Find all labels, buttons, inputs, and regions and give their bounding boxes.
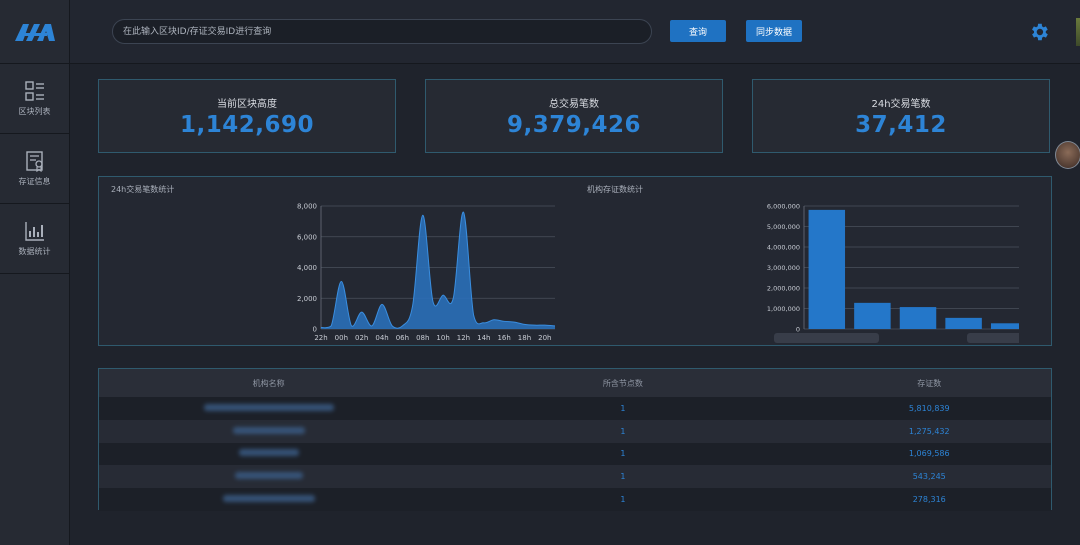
certificate-icon [25, 151, 43, 172]
area-series-line [320, 211, 556, 329]
search-input[interactable] [112, 19, 652, 44]
table-header: 机构名称 所含节点数 存证数 [99, 369, 1051, 397]
x-tick-label: 22h [314, 334, 327, 342]
bar [854, 302, 891, 329]
x-tick-label: 08h [416, 334, 429, 342]
sidebar-item-label: 数据统计 [18, 247, 51, 256]
x-tick-label: 04h [375, 334, 388, 342]
org-name-cell [99, 472, 438, 481]
total-tx-card: 总交易笔数 9,379,426 [425, 79, 723, 153]
avatar[interactable] [1055, 141, 1080, 169]
logo-icon [14, 23, 55, 41]
block-height-card: 当前区块高度 1,142,690 [98, 79, 396, 153]
cert-count-cell: 1,069,586 [908, 449, 950, 459]
charts-panel: 24h交易笔数统计 机构存证数统计 0 2,000 4,000 6,000 8,000 2… [98, 176, 1052, 346]
x-tick-label: 16h [497, 334, 510, 342]
x-tick-label: 20h [538, 334, 551, 342]
col-cert-count: 存证数 [917, 378, 942, 388]
table-row[interactable]: 1 543,245 [99, 465, 1051, 489]
node-count-cell: 1 [620, 426, 626, 436]
bar [945, 317, 982, 329]
sidebar-item-block-list[interactable]: 区块列表 [0, 64, 69, 134]
col-org-name: 机构名称 [252, 378, 285, 388]
y-tick-label: 1,000,000 [767, 305, 800, 313]
y-tick-label: 4,000 [297, 264, 317, 272]
cert-count-cell: 1,275,432 [908, 426, 950, 436]
gear-icon[interactable] [1028, 21, 1050, 43]
area-series-fill [321, 212, 555, 329]
tx-24h-label: 24h交易笔数 [871, 99, 931, 110]
bar [990, 323, 1019, 329]
org-name-cell [99, 449, 438, 458]
node-count-cell: 1 [620, 472, 626, 482]
redacted-org-name [203, 403, 334, 411]
bar [808, 209, 846, 329]
cert-count-cell: 543,245 [912, 472, 946, 482]
redacted-org-name [222, 495, 315, 503]
redacted-org-name [234, 472, 303, 480]
x-tick-label: 18h [518, 334, 531, 342]
block-height-value: 1,142,690 [180, 112, 314, 138]
node-count-cell: 1 [620, 495, 626, 505]
org-name-cell [99, 495, 438, 504]
total-tx-label: 总交易笔数 [549, 99, 599, 110]
y-tick-label: 6,000 [297, 233, 317, 241]
block-list-icon [24, 81, 44, 101]
sidebar-item-statistics[interactable]: 数据统计 [0, 204, 69, 274]
x-tick-label: 10h [436, 334, 449, 342]
bar [899, 307, 937, 329]
y-tick-label: 8,000 [297, 203, 317, 211]
y-tick-label: 3,000,000 [767, 264, 800, 272]
top-header: 查询 同步数据 [70, 0, 1080, 64]
tx-24h-chart-title: 24h交易笔数统计 [111, 185, 175, 194]
y-tick-label: 6,000,000 [767, 203, 800, 211]
col-node-count: 所含节点数 [602, 378, 643, 388]
y-tick-label: 0 [313, 326, 317, 334]
y-tick-label: 4,000,000 [767, 244, 800, 252]
redacted-org-name [232, 426, 305, 434]
redacted-category-labels [967, 333, 1019, 343]
table-row[interactable]: 1 1,275,432 [99, 419, 1051, 443]
node-count-cell: 1 [620, 449, 626, 459]
cert-count-cell: 5,810,839 [908, 403, 950, 413]
sidebar: 区块列表 存证信息 数据统计 [0, 0, 70, 545]
org-cert-chart-title: 机构存证数统计 [587, 185, 643, 194]
x-tick-label: 02h [355, 334, 368, 342]
sidebar-item-label: 存证信息 [18, 177, 51, 186]
x-tick-label: 00h [335, 334, 348, 342]
org-name-cell [99, 403, 438, 413]
table-row[interactable]: 1 1,069,586 [99, 442, 1051, 466]
org-table: 机构名称 所含节点数 存证数 1 5,810,839 1 1,275,432 1 1,06… [98, 368, 1052, 511]
x-tick-label: 14h [477, 334, 490, 342]
redacted-category-labels [774, 333, 879, 343]
redacted-org-name [238, 449, 299, 457]
window-thumbnail [1076, 18, 1080, 46]
query-button[interactable]: 查询 [670, 20, 726, 42]
statistics-icon [24, 222, 44, 241]
tx-24h-card: 24h交易笔数 37,412 [752, 79, 1050, 153]
tx-24h-value: 37,412 [855, 112, 947, 138]
x-tick-label: 12h [457, 334, 470, 342]
y-tick-label: 2,000 [297, 295, 317, 303]
sync-data-button[interactable]: 同步数据 [746, 20, 802, 42]
org-cert-bar-chart: 0 1,000,000 2,000,000 3,000,000 4,000,000 5,0… [767, 203, 1019, 343]
block-height-label: 当前区块高度 [217, 99, 277, 110]
x-tick-label: 06h [396, 334, 409, 342]
org-name-cell [99, 426, 438, 436]
table-row[interactable]: 1 278,316 [99, 488, 1051, 511]
table-row[interactable]: 1 5,810,839 [99, 397, 1051, 420]
sidebar-item-label: 区块列表 [18, 107, 51, 116]
y-tick-label: 0 [796, 326, 800, 334]
app-logo[interactable] [0, 0, 69, 64]
sidebar-item-certificate-info[interactable]: 存证信息 [0, 134, 69, 204]
cert-count-cell: 278,316 [912, 495, 946, 505]
total-tx-value: 9,379,426 [507, 112, 641, 138]
y-tick-label: 5,000,000 [767, 223, 800, 231]
node-count-cell: 1 [620, 403, 626, 413]
tx-24h-area-chart: 0 2,000 4,000 6,000 8,000 22h 00h 02h 04h 06h 08h 1… [297, 203, 556, 342]
y-tick-label: 2,000,000 [767, 285, 800, 293]
